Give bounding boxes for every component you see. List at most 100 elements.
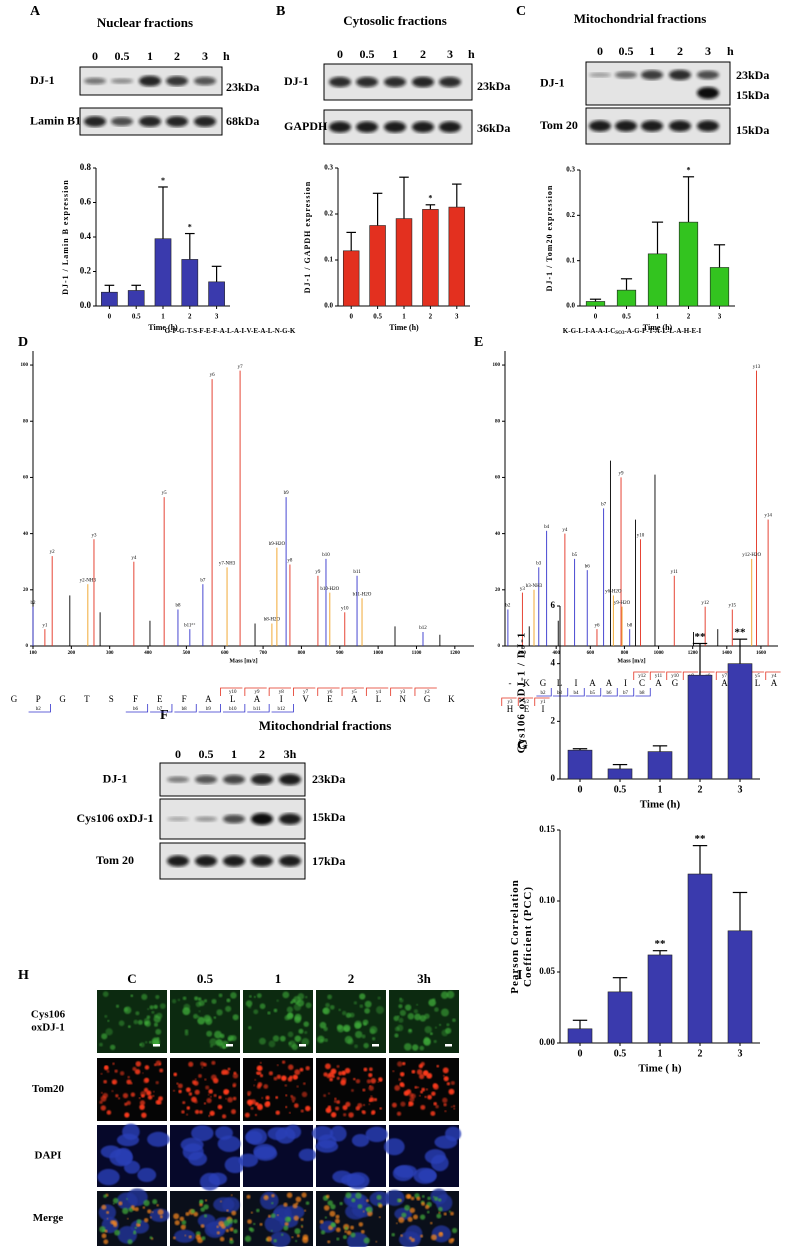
speck	[184, 1224, 186, 1227]
speck	[292, 1100, 295, 1103]
speck	[349, 1012, 355, 1018]
micrograph	[170, 990, 240, 1053]
y-ion-label: y2	[524, 700, 530, 705]
speck	[287, 1031, 294, 1038]
speck	[366, 1206, 373, 1213]
speck	[344, 1035, 353, 1044]
speck	[233, 1229, 238, 1234]
y-axis-label: DJ-1 / GAPDH expression	[303, 181, 312, 293]
bar	[181, 259, 199, 307]
speck	[363, 1067, 368, 1072]
peak-label: y12	[701, 601, 709, 606]
scale-bar	[226, 1044, 233, 1047]
speck	[259, 1222, 263, 1226]
y-tick-label: 20	[23, 588, 29, 593]
nucleus	[260, 1191, 279, 1210]
speck	[114, 1229, 121, 1236]
speck	[214, 1030, 222, 1039]
bar	[154, 238, 172, 307]
speck	[329, 1004, 335, 1010]
blot-band	[84, 116, 106, 127]
blot-band	[439, 121, 461, 133]
x-tick-label: 1400	[722, 651, 733, 656]
speck	[134, 1068, 141, 1075]
sequence-residue: A	[721, 678, 728, 688]
speck	[444, 1110, 447, 1113]
sequence-residue: F	[182, 694, 187, 704]
speck	[271, 1201, 274, 1205]
y-tick-label: 0.4	[80, 231, 92, 241]
speck	[143, 1199, 150, 1207]
nucleus	[147, 1131, 170, 1147]
speck	[404, 1204, 411, 1211]
speck	[353, 1077, 356, 1081]
blot-row-label: GAPDH	[284, 119, 328, 133]
speck	[359, 1004, 364, 1008]
nucleus	[180, 1137, 204, 1152]
speck	[305, 1002, 312, 1009]
blot-row-label: DJ-1	[540, 75, 565, 89]
x-tick-label: 1600	[756, 651, 767, 656]
peak-label: b8	[175, 604, 181, 609]
micrograph	[316, 990, 386, 1053]
speck	[130, 1205, 135, 1209]
speck	[281, 1075, 287, 1081]
speck	[427, 1196, 431, 1201]
speck	[99, 1100, 103, 1104]
blot-band	[384, 76, 406, 88]
blot-band	[223, 855, 245, 867]
speck	[155, 1080, 159, 1085]
b-ion-label: b2	[36, 707, 42, 712]
speck	[419, 1214, 426, 1220]
speck	[372, 1037, 376, 1041]
speck	[203, 1014, 211, 1022]
speck	[201, 1066, 204, 1069]
speck	[301, 1037, 310, 1046]
blot-row-label: Tom 20	[96, 853, 134, 867]
speck	[359, 993, 366, 1000]
column-label: 2	[348, 971, 355, 986]
speck	[136, 1219, 142, 1224]
speck	[368, 1097, 373, 1102]
blot-band	[111, 117, 133, 126]
speck	[141, 993, 148, 1001]
nucleus	[208, 1172, 227, 1186]
micrograph	[97, 990, 167, 1053]
speck	[276, 1214, 279, 1217]
speck	[215, 1039, 223, 1047]
speck	[115, 1094, 119, 1098]
speck	[408, 1101, 412, 1105]
speck	[399, 1009, 406, 1017]
y-ion-bracket	[390, 687, 413, 696]
speck	[142, 1072, 144, 1074]
speck	[439, 1023, 442, 1026]
y-ion-label: y4	[376, 690, 382, 695]
blot-band	[279, 773, 301, 786]
speck	[424, 1095, 427, 1099]
speck	[103, 1239, 109, 1245]
speck	[104, 1014, 108, 1018]
speck	[345, 1101, 351, 1107]
speck	[118, 1020, 125, 1027]
speck	[213, 1094, 217, 1098]
y-tick-label: 0.0	[566, 302, 575, 310]
title-text: G-P-G-T-S-F-E-F-A-L-A-I-V-E-A-L-N-G-K	[165, 327, 296, 335]
speck	[99, 1042, 103, 1047]
blot-band	[329, 76, 351, 88]
peak-label: y9	[619, 472, 625, 477]
y-tick-label: 60	[495, 476, 501, 481]
speck	[178, 1089, 182, 1094]
speck	[153, 1063, 157, 1067]
y-tick-label: 100	[21, 363, 29, 368]
peak-label: y13	[753, 365, 761, 370]
y-axis-label: Pearson Correlation	[509, 879, 521, 993]
speck	[431, 1091, 436, 1096]
speck	[138, 1097, 141, 1099]
micrograph	[389, 990, 459, 1053]
b-ion-bracket	[635, 688, 651, 697]
speck	[244, 1112, 250, 1118]
speck	[448, 1088, 455, 1095]
speck	[283, 1202, 288, 1207]
speck	[107, 1019, 110, 1022]
x-tick-label: 400	[552, 651, 560, 656]
